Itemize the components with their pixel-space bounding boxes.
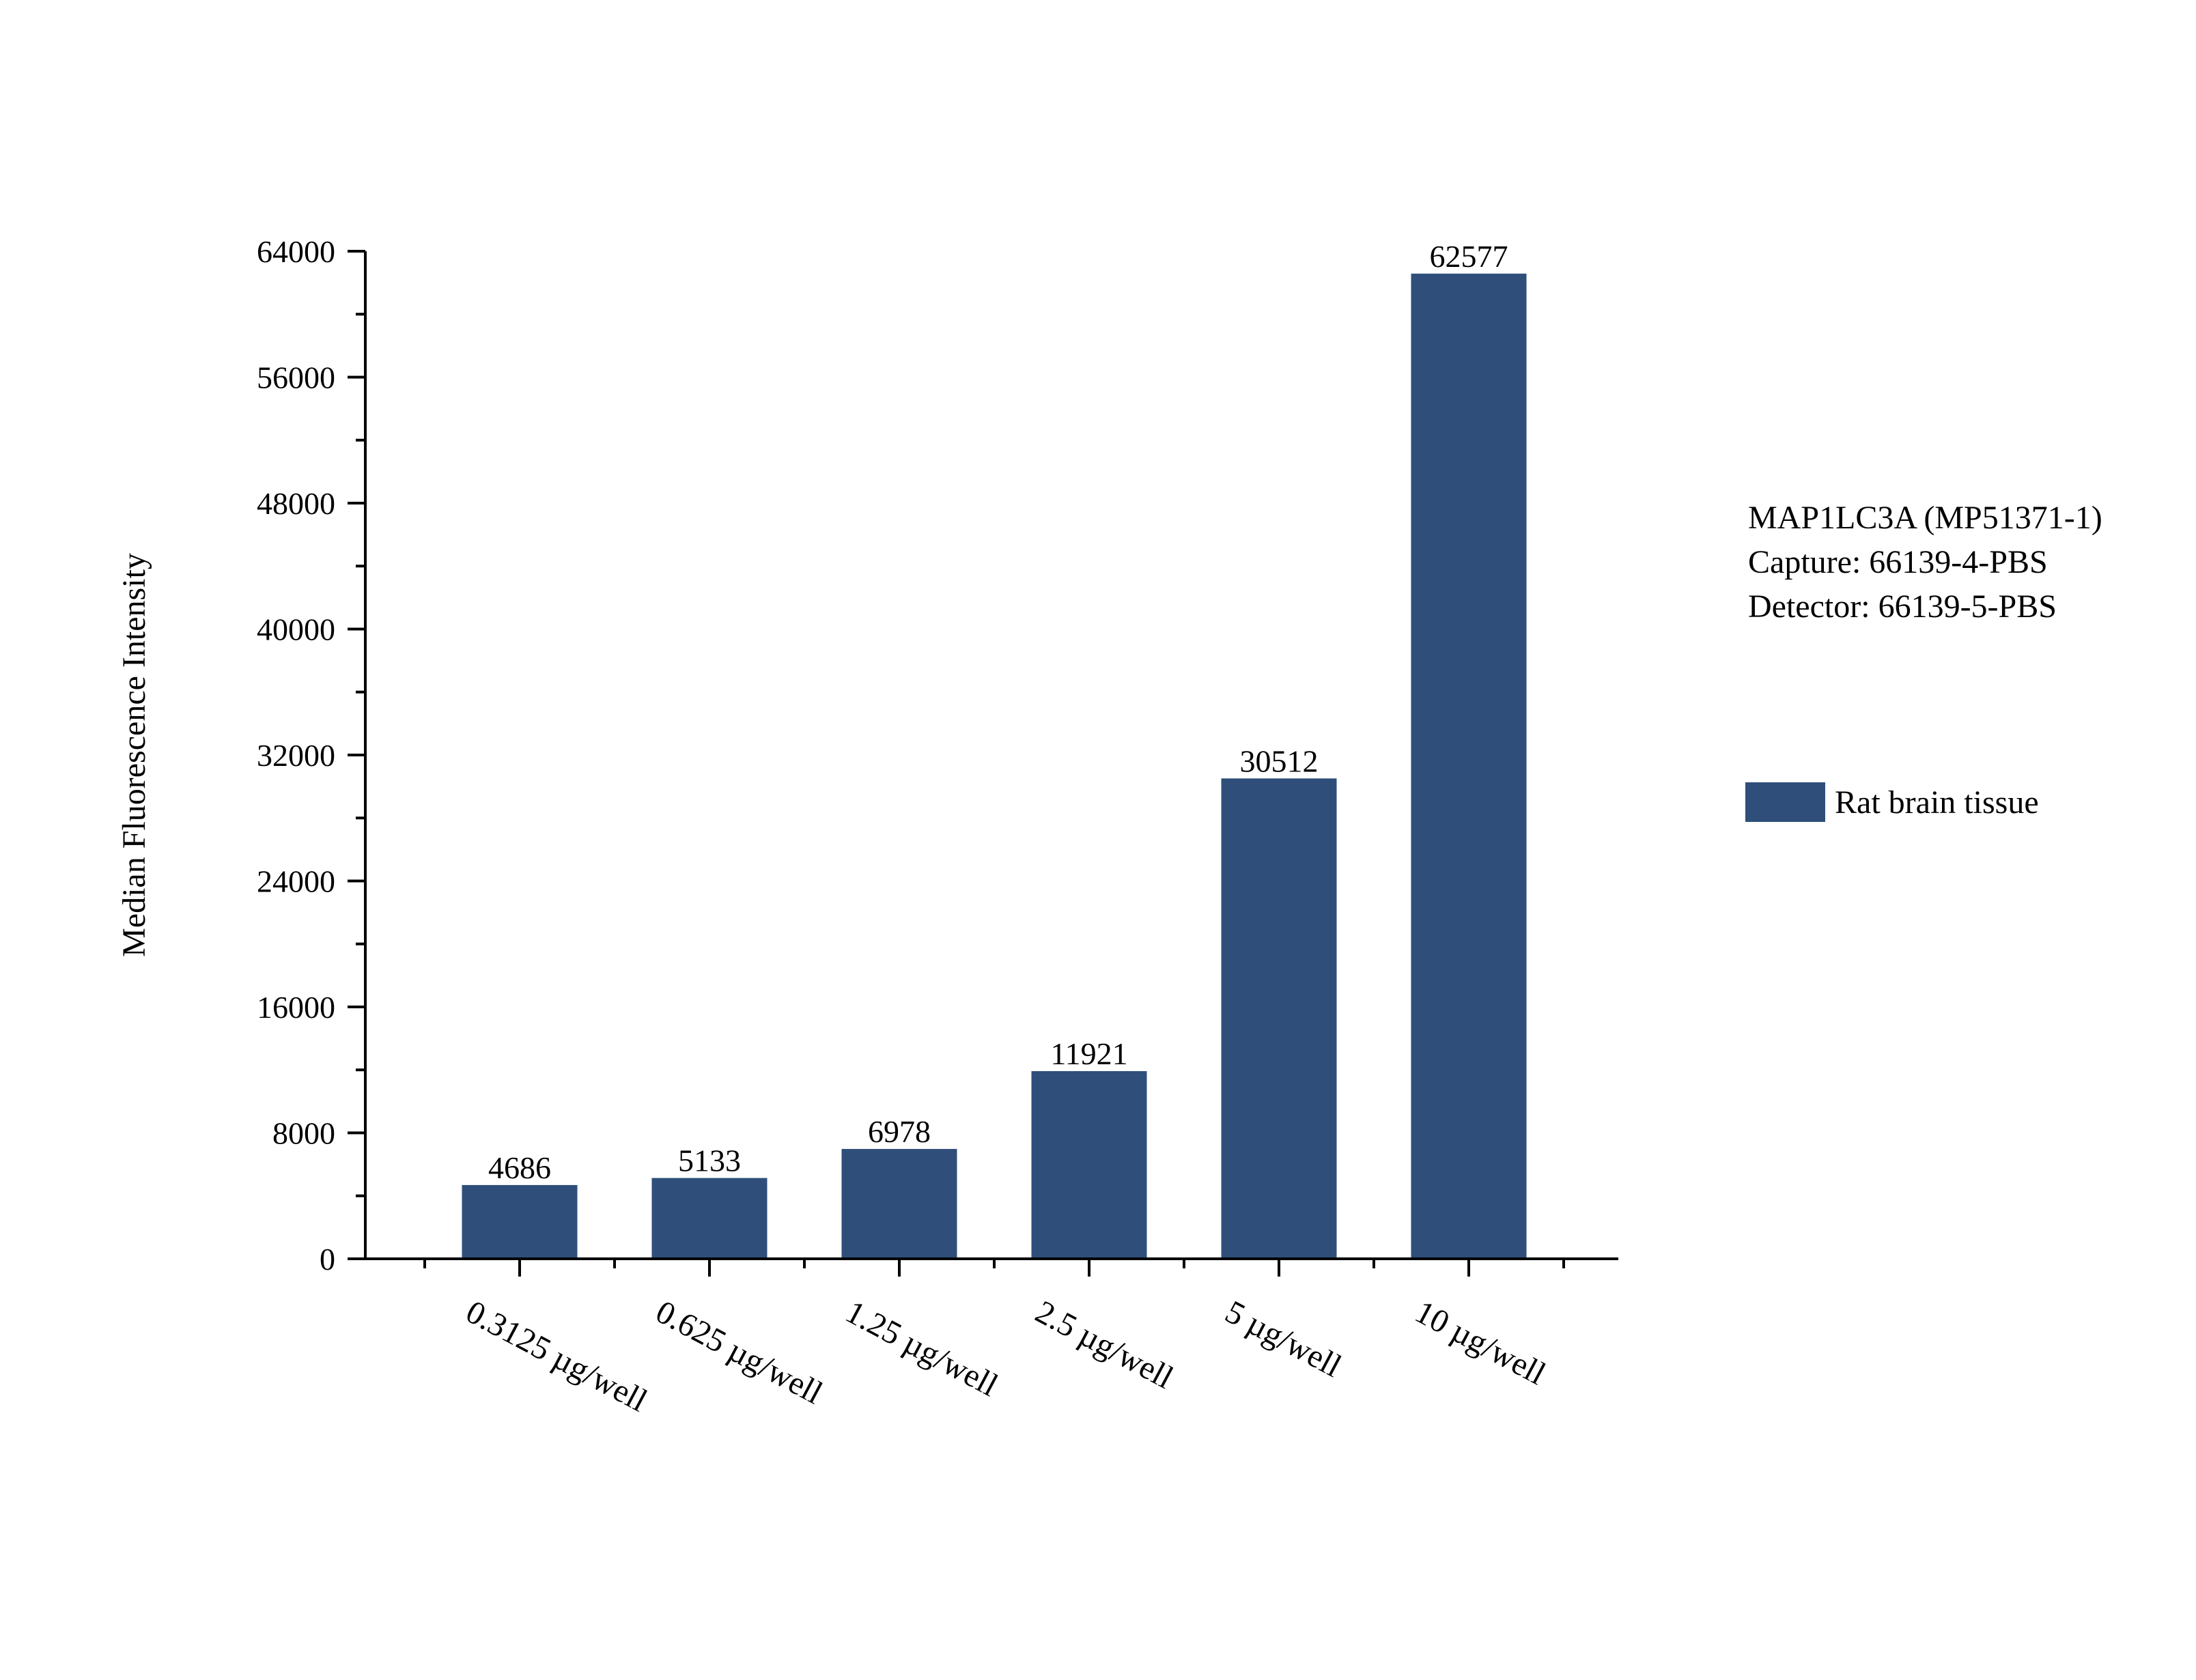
data-label: 4686 <box>488 1150 551 1185</box>
y-tick-label: 48000 <box>257 486 335 521</box>
data-label: 30512 <box>1240 743 1319 778</box>
y-tick-label: 8000 <box>272 1116 335 1151</box>
bar <box>1411 273 1527 1259</box>
x-category-label: 0.3125 µg/well <box>460 1294 653 1419</box>
legend-swatch <box>1745 782 1825 822</box>
data-label: 11921 <box>1050 1036 1127 1071</box>
y-tick-label: 40000 <box>257 612 335 647</box>
bar <box>1221 778 1337 1259</box>
legend-label: Rat brain tissue <box>1835 784 2039 821</box>
x-category-label: 10 µg/well <box>1409 1294 1551 1392</box>
y-tick-label: 32000 <box>257 738 335 773</box>
annotation-target-name: MAP1LC3A (MP51371-1) <box>1748 500 2102 536</box>
y-tick-label: 56000 <box>257 360 335 395</box>
x-category-label: 5 µg/well <box>1220 1294 1347 1384</box>
y-tick-label: 64000 <box>257 234 335 269</box>
x-category-label: 1.25 µg/well <box>840 1294 1004 1404</box>
data-label: 6978 <box>868 1114 931 1149</box>
annotation-capture: Capture: 66139-4-PBS <box>1748 544 2048 580</box>
bar <box>462 1184 578 1259</box>
y-tick-label: 24000 <box>257 864 335 899</box>
chart-annotation: MAP1LC3A (MP51371-1) Capture: 66139-4-PB… <box>1748 496 2102 629</box>
bar <box>841 1149 957 1259</box>
x-category-label: 2.5 µg/well <box>1030 1294 1179 1396</box>
data-label: 62577 <box>1430 239 1508 274</box>
y-tick-label: 16000 <box>257 990 335 1025</box>
axes-layer <box>348 250 1618 1277</box>
y-axis-title: Median Fluorescence Intensity <box>116 553 152 957</box>
x-category-label: 0.625 µg/well <box>650 1294 828 1411</box>
bars-layer <box>462 273 1527 1259</box>
data-label: 5133 <box>678 1143 741 1178</box>
y-tick-label: 0 <box>320 1242 335 1277</box>
legend: Rat brain tissue <box>1745 782 2039 822</box>
bar <box>651 1178 768 1259</box>
annotation-detector: Detector: 66139-5-PBS <box>1748 588 2057 625</box>
bar <box>1031 1071 1147 1259</box>
